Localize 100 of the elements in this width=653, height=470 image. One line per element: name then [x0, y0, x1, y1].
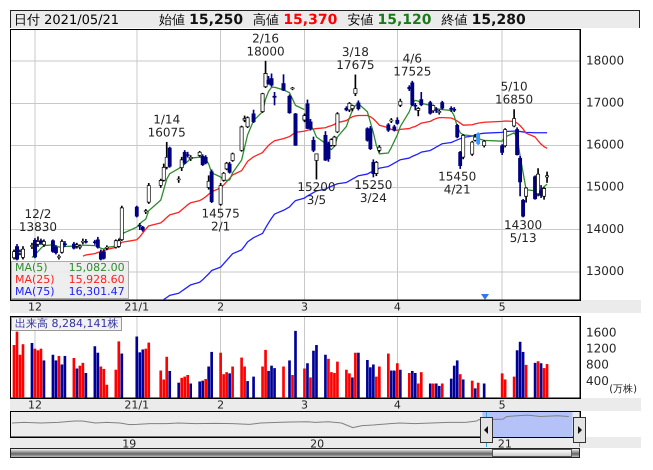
bar — [76, 368, 78, 398]
bar — [186, 374, 190, 398]
x-tick-label: 21/1 — [124, 398, 150, 412]
bar — [540, 363, 542, 398]
bar — [189, 383, 192, 398]
bar — [392, 370, 396, 398]
bar — [16, 332, 18, 398]
bar — [180, 378, 184, 398]
candlestick — [440, 100, 444, 110]
bar — [309, 377, 312, 398]
bar — [135, 336, 138, 398]
x-tick-label: 4 — [394, 398, 401, 412]
annotation: 5/10 16850 — [495, 80, 534, 107]
bar — [315, 345, 318, 398]
bar — [159, 370, 162, 398]
bar — [345, 370, 348, 398]
bar — [348, 373, 351, 398]
bar — [264, 350, 267, 398]
bar — [396, 363, 399, 398]
y-tick-label: 1600 — [586, 325, 617, 340]
y-tick-label: 800 — [586, 358, 609, 372]
text: MA(75) — [15, 285, 55, 298]
bar — [357, 352, 360, 398]
y-tick-label: 14000 — [586, 222, 624, 236]
bar — [518, 342, 522, 398]
candlestick — [168, 146, 172, 168]
bar — [52, 354, 54, 398]
x-tick-label: 20 — [310, 437, 324, 450]
bar — [120, 354, 124, 398]
text: MA(25) — [15, 273, 55, 286]
annotation: 14575 2/1 — [202, 206, 240, 234]
annotation: 15450 4/21 — [438, 170, 476, 197]
bar — [84, 372, 88, 398]
y-axis-title: (万株) — [609, 382, 637, 396]
bar — [291, 374, 294, 398]
candlestick — [437, 110, 442, 115]
bar — [500, 373, 504, 398]
bar — [420, 372, 423, 398]
bar — [387, 354, 390, 398]
chart-title: 日付 2021/05/21 — [14, 12, 120, 28]
annotation: 14300 5/13 — [504, 218, 542, 246]
x-tick-label: 3 — [300, 398, 308, 412]
candlestick — [146, 182, 151, 204]
x-tick-label: 2 — [217, 300, 224, 314]
bar — [440, 383, 444, 398]
bar — [470, 380, 474, 398]
bar — [410, 370, 414, 398]
x-tick-label: 3 — [300, 300, 308, 314]
bar — [42, 360, 46, 398]
bar — [306, 363, 309, 398]
bar — [117, 341, 120, 398]
bar — [428, 383, 432, 398]
bar — [30, 342, 34, 398]
bar — [336, 362, 339, 398]
chart-subtitle: 始値 15,250 高値 15,370 安値 15,120 終値 15,280 — [159, 12, 526, 28]
annotation: 15250 3/24 — [354, 178, 392, 206]
candlestick — [431, 104, 436, 113]
bar — [378, 366, 381, 398]
bar — [64, 356, 66, 398]
bar — [82, 362, 84, 398]
x-tick-label: 12 — [28, 398, 42, 412]
bar — [94, 346, 96, 398]
bar — [534, 362, 536, 398]
bar — [524, 364, 528, 398]
annotation: 15,082.00 — [68, 261, 125, 274]
bar — [327, 358, 330, 398]
annotation: 15,928.60 — [68, 273, 125, 286]
bar — [210, 352, 213, 398]
bar — [434, 383, 438, 398]
bar — [177, 382, 180, 398]
bar — [102, 368, 106, 398]
bar — [351, 377, 354, 398]
bar — [408, 372, 411, 398]
bar — [366, 360, 369, 398]
bar — [398, 370, 402, 398]
bar — [58, 356, 60, 398]
bar — [34, 348, 36, 398]
bar — [219, 352, 222, 398]
candlestick — [140, 226, 145, 232]
bar — [324, 354, 327, 398]
bar — [36, 350, 40, 398]
candlestick — [434, 107, 438, 113]
x-tick-label: 5 — [498, 398, 506, 412]
bar — [168, 370, 172, 398]
annotation: 2/16 18000 — [246, 31, 285, 58]
x-tick-label: 19 — [122, 437, 136, 450]
bar — [372, 364, 375, 398]
bar — [288, 360, 291, 398]
bar — [476, 382, 480, 398]
bar — [458, 374, 462, 398]
bar — [240, 358, 243, 398]
bar — [536, 361, 540, 398]
bar — [542, 368, 546, 398]
bar — [273, 368, 276, 398]
chart-title: 出来高 8,284,141株 — [11, 317, 122, 331]
bar — [456, 360, 459, 398]
candlestick — [419, 92, 424, 106]
bar — [282, 366, 285, 398]
bar — [246, 381, 249, 398]
y-tick-label: 16000 — [586, 138, 624, 152]
